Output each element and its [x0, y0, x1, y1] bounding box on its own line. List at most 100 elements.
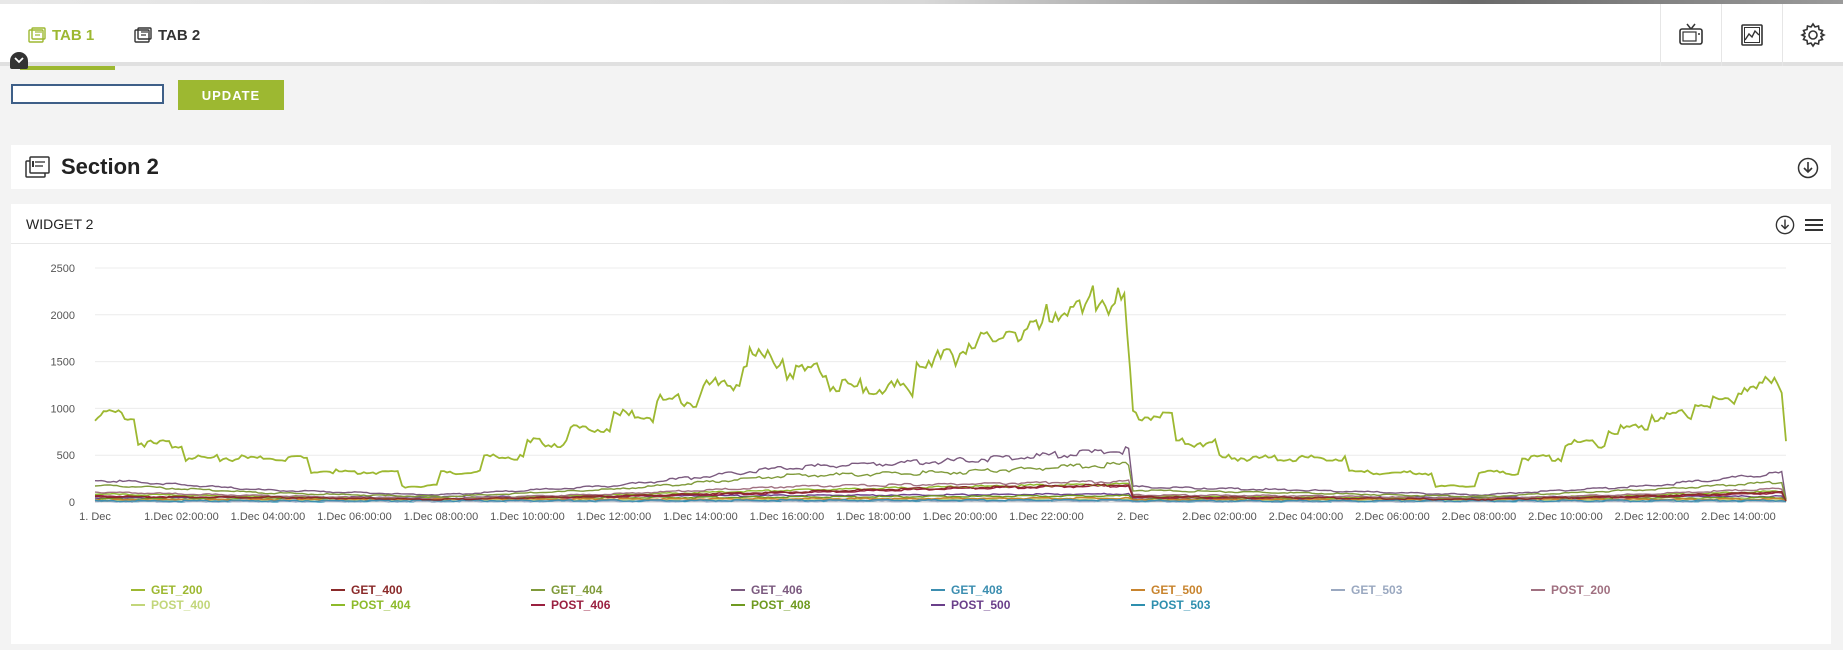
- legend-item-get_503[interactable]: GET_503: [1331, 583, 1402, 597]
- legend-label: POST_406: [551, 598, 611, 612]
- legend-item-post_503[interactable]: POST_503: [1131, 598, 1210, 612]
- y-tick-label: 500: [57, 450, 75, 462]
- y-tick-label: 1000: [51, 403, 75, 415]
- y-tick-label: 0: [69, 497, 75, 509]
- x-tick-label: 1.Dec 14:00:00: [663, 511, 738, 523]
- legend-item-get_400[interactable]: GET_400: [331, 583, 402, 597]
- image-chart-button[interactable]: [1721, 4, 1782, 66]
- legend-swatch: [331, 604, 345, 606]
- legend-label: GET_408: [951, 583, 1003, 597]
- series-line-post_200: [94, 479, 1787, 501]
- dashboard-icon: [134, 27, 152, 43]
- tab-2[interactable]: TAB 2: [134, 4, 200, 66]
- legend-label: GET_503: [1351, 583, 1403, 597]
- tab-2-label: TAB 2: [158, 26, 201, 44]
- series-line-get_400: [94, 483, 1787, 502]
- header: TAB 1 TAB 2: [0, 4, 1843, 70]
- legend-label: POST_404: [351, 598, 411, 612]
- y-tick-label: 1500: [51, 357, 75, 369]
- legend-label: GET_404: [551, 583, 603, 597]
- search-input[interactable]: [11, 84, 164, 104]
- x-tick-label: 2. Dec: [1117, 511, 1149, 523]
- x-tick-label: 1.Dec 12:00:00: [577, 511, 652, 523]
- y-tick-label: 2500: [51, 263, 75, 275]
- series-line-get_404: [94, 461, 1787, 501]
- legend-item-post_404[interactable]: POST_404: [331, 598, 410, 612]
- legend-item-post_500[interactable]: POST_500: [931, 598, 1010, 612]
- legend-swatch: [731, 604, 745, 606]
- legend-item-post_200[interactable]: POST_200: [1531, 583, 1610, 597]
- dashboard-icon: [28, 27, 46, 43]
- x-tick-label: 1.Dec 16:00:00: [750, 511, 825, 523]
- legend-item-get_200[interactable]: GET_200: [131, 583, 202, 597]
- legend-swatch: [931, 604, 945, 606]
- tab-1[interactable]: TAB 1: [28, 4, 94, 66]
- settings-button[interactable]: [1782, 4, 1843, 66]
- x-tick-label: 1.Dec 22:00:00: [1009, 511, 1084, 523]
- section-header: Section 2: [11, 145, 1831, 189]
- active-tab-indicator: [20, 66, 115, 70]
- legend-swatch: [1331, 589, 1345, 591]
- x-tick-label: 2.Dec 06:00:00: [1355, 511, 1430, 523]
- gear-icon: [1800, 22, 1826, 48]
- legend-swatch: [1131, 589, 1145, 591]
- series-line-get_406: [94, 446, 1787, 500]
- legend-swatch: [531, 589, 545, 591]
- line-chart: 0 500 1000 1500 2000 2500 1. Dec 1.Dec 02:00:00…: [51, 263, 1787, 523]
- legend-label: GET_406: [751, 583, 803, 597]
- legend-label: GET_200: [151, 583, 203, 597]
- legend-swatch: [131, 589, 145, 591]
- tab-1-label: TAB 1: [52, 26, 95, 44]
- section-title: Section 2: [61, 154, 159, 179]
- legend-swatch: [931, 589, 945, 591]
- chevron-down-icon: [14, 57, 24, 64]
- tv-icon: [1679, 23, 1703, 45]
- download-icon[interactable]: [1775, 215, 1795, 235]
- legend-label: POST_500: [951, 598, 1011, 612]
- x-tick-label: 1.Dec 10:00:00: [490, 511, 565, 523]
- x-tick-label: 2.Dec 08:00:00: [1442, 511, 1517, 523]
- image-chart-icon: [1741, 24, 1763, 46]
- series-line-get_408: [94, 498, 1787, 503]
- legend-item-post_406[interactable]: POST_406: [531, 598, 610, 612]
- x-tick-label: 2.Dec 04:00:00: [1269, 511, 1344, 523]
- x-tick-label: 1.Dec 20:00:00: [923, 511, 998, 523]
- legend-swatch: [1131, 604, 1145, 606]
- x-tick-label: 2.Dec 14:00:00: [1701, 511, 1776, 523]
- x-tick-label: 2.Dec 02:00:00: [1182, 511, 1257, 523]
- legend-item-post_408[interactable]: POST_408: [731, 598, 810, 612]
- legend-item-get_408[interactable]: GET_408: [931, 583, 1002, 597]
- tv-mode-button[interactable]: [1660, 4, 1721, 66]
- widget: WIDGET 2 0 500 1000 1500 2000 2500 1. Dec 1.Dec…: [11, 204, 1831, 644]
- legend-label: GET_400: [351, 583, 403, 597]
- x-tick-label: 2.Dec 12:00:00: [1615, 511, 1690, 523]
- x-tick-label: 1.Dec 08:00:00: [404, 511, 479, 523]
- legend-label: GET_500: [1151, 583, 1203, 597]
- legend-swatch: [731, 589, 745, 591]
- x-tick-label: 2.Dec 10:00:00: [1528, 511, 1603, 523]
- x-tick-label: 1. Dec: [79, 511, 111, 523]
- x-tick-label: 1.Dec 02:00:00: [144, 511, 219, 523]
- top-strip: [0, 0, 1843, 4]
- hamburger-menu-icon[interactable]: [1803, 215, 1825, 235]
- legend-swatch: [131, 604, 145, 606]
- collapse-toggle[interactable]: [10, 52, 28, 69]
- legend-swatch: [531, 604, 545, 606]
- x-tick-label: 1.Dec 04:00:00: [231, 511, 306, 523]
- series-line-get_200: [94, 285, 1787, 489]
- x-tick-label: 1.Dec 18:00:00: [836, 511, 911, 523]
- legend-item-get_404[interactable]: GET_404: [531, 583, 602, 597]
- legend-swatch: [1531, 589, 1545, 591]
- x-tick-label: 1.Dec 06:00:00: [317, 511, 392, 523]
- legend-label: POST_503: [1151, 598, 1211, 612]
- legend-label: POST_400: [151, 598, 211, 612]
- update-button[interactable]: UPDATE: [178, 80, 284, 110]
- legend-item-get_500[interactable]: GET_500: [1131, 583, 1202, 597]
- download-icon[interactable]: [1797, 157, 1819, 179]
- widget-title: WIDGET 2: [26, 215, 94, 232]
- dashboard-icon: [25, 156, 50, 178]
- legend-label: POST_408: [751, 598, 811, 612]
- legend-item-post_400[interactable]: POST_400: [131, 598, 210, 612]
- legend-swatch: [331, 589, 345, 591]
- legend-item-get_406[interactable]: GET_406: [731, 583, 802, 597]
